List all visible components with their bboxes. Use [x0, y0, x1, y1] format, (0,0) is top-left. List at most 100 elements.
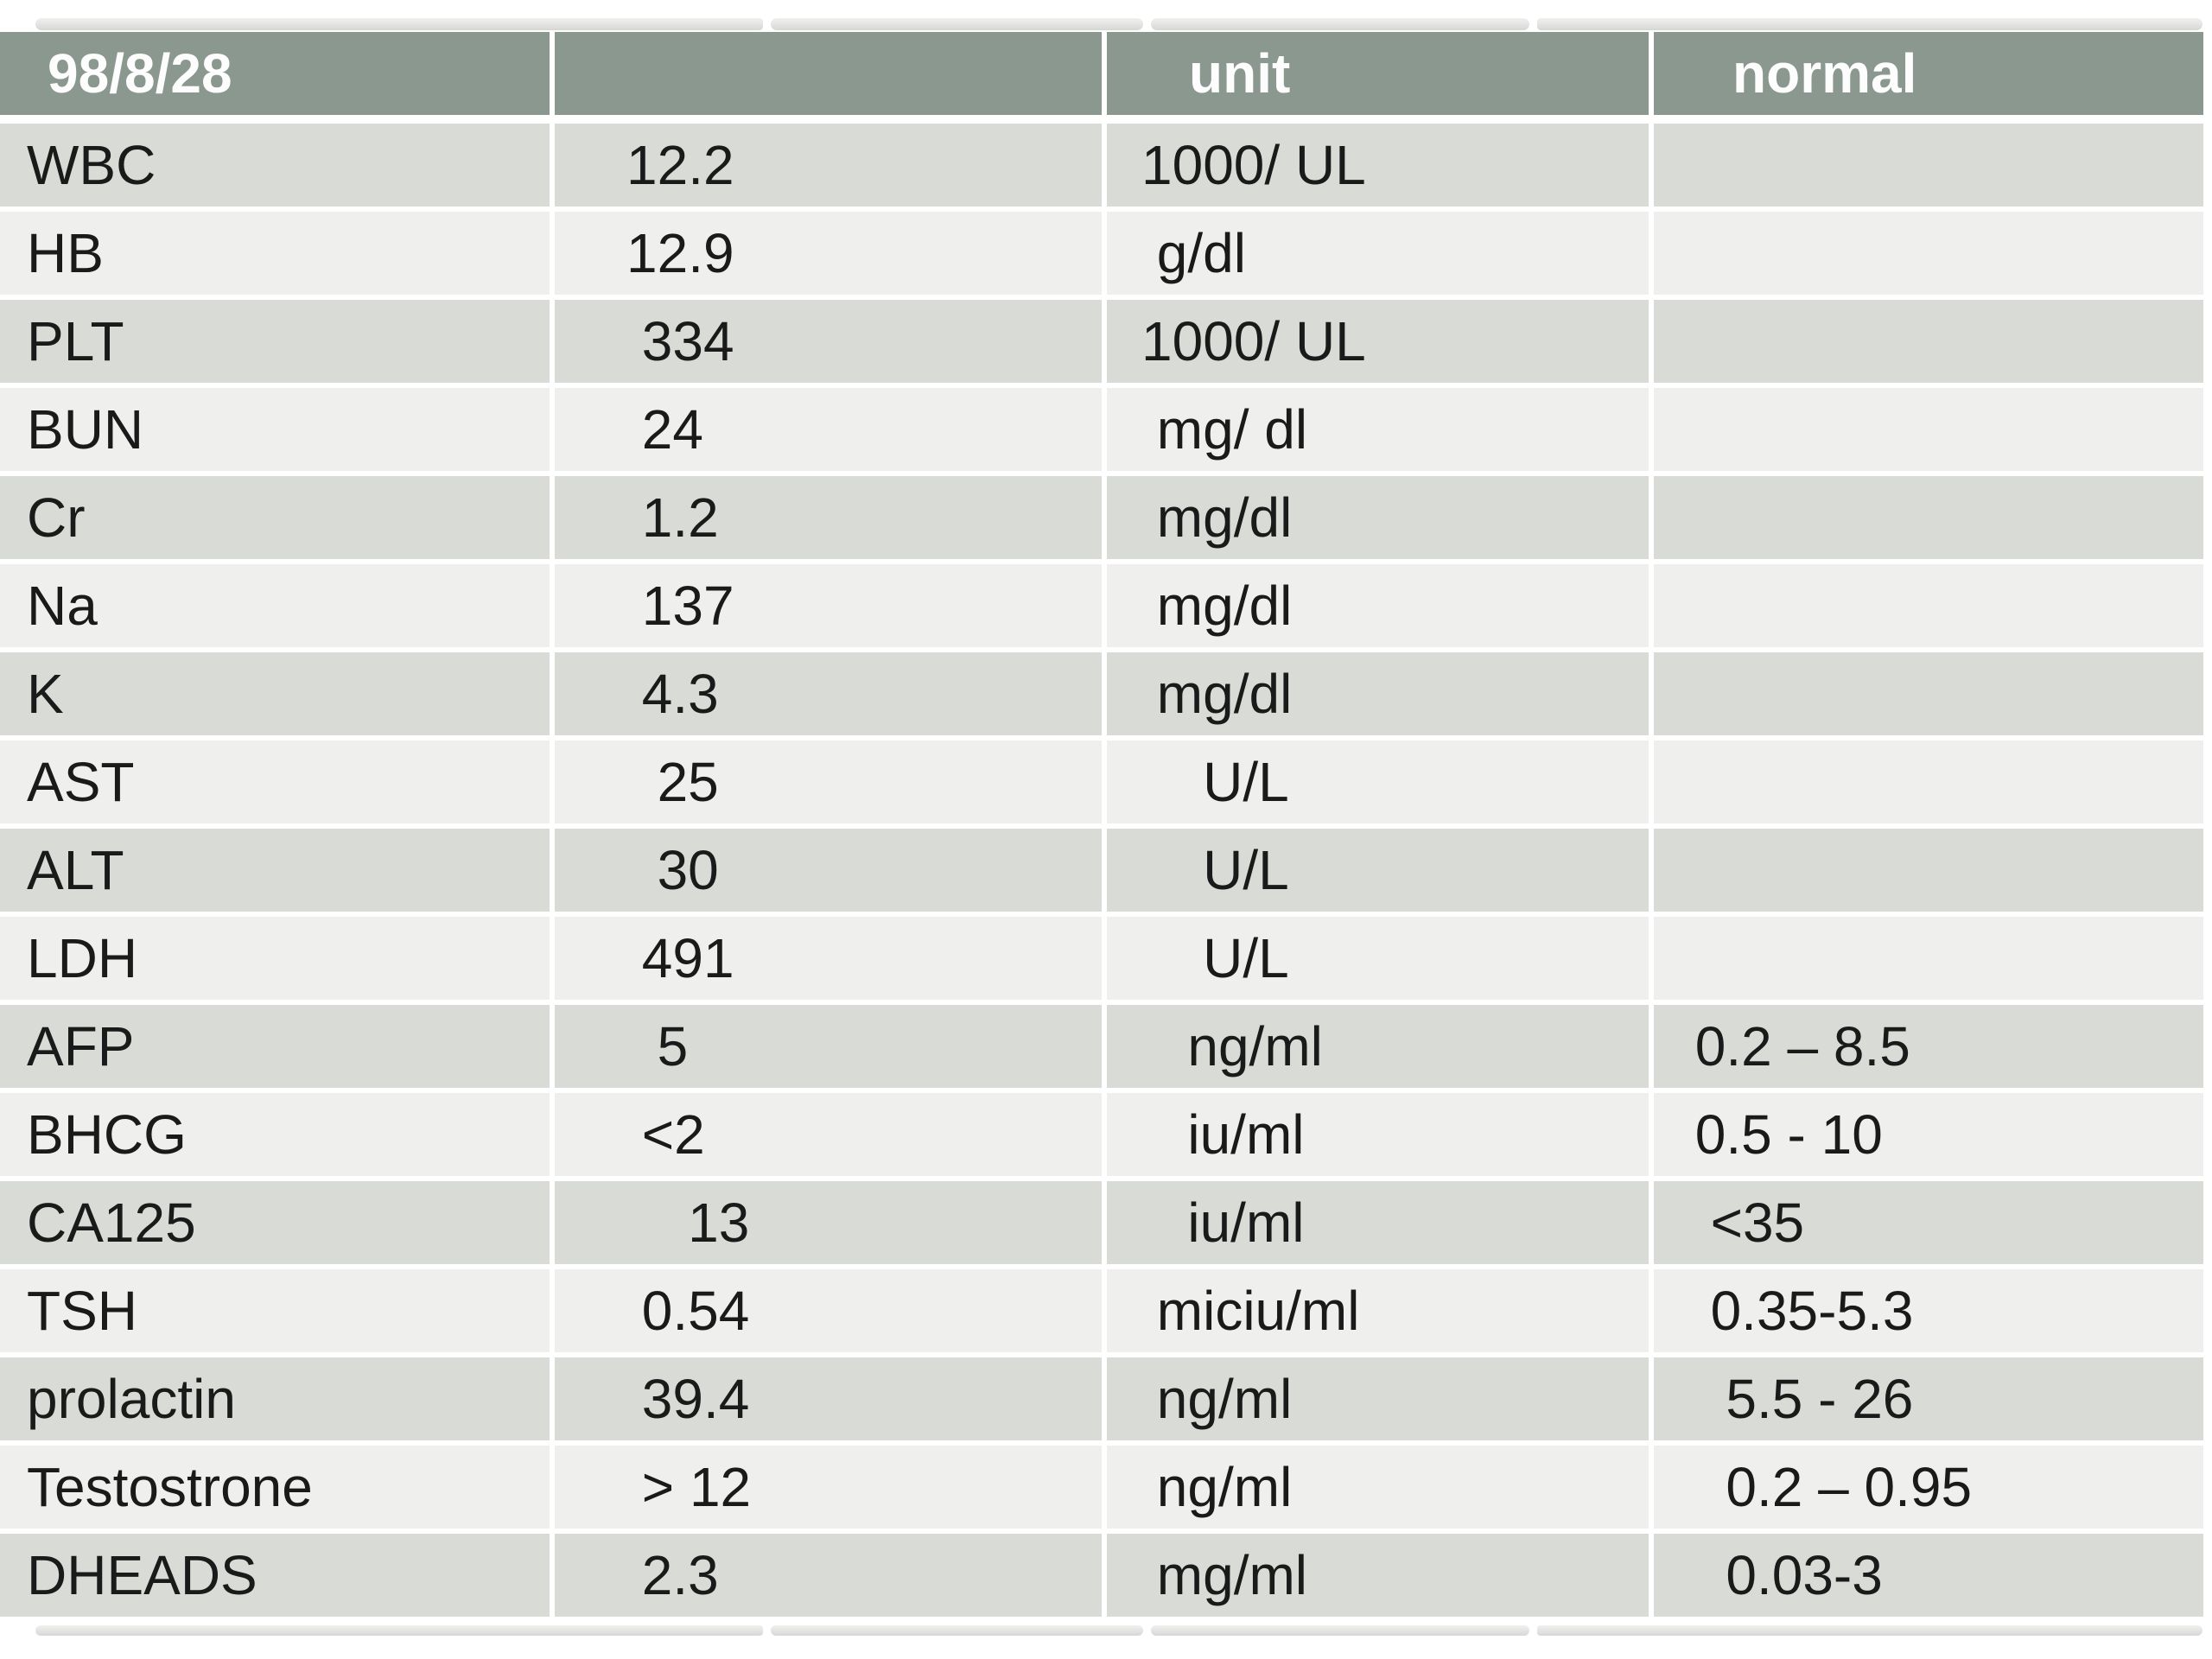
- cell-normal: [1654, 741, 2203, 823]
- header-cell-unit: unit: [1107, 32, 1649, 115]
- cell-test-name: AST: [0, 741, 550, 823]
- table-row: Na 137 mg/dl: [0, 564, 2203, 647]
- cell-test-name: TSH: [0, 1269, 550, 1352]
- edge-segment: [1537, 18, 2202, 30]
- cell-test-name: DHEADS: [0, 1534, 550, 1617]
- cell-value: 30: [555, 829, 1102, 912]
- cell-value: 4.3: [555, 652, 1102, 735]
- cell-normal: 0.03-3: [1654, 1534, 2203, 1617]
- table-row: Cr 1.2 mg/dl: [0, 476, 2203, 559]
- cell-unit: ng/ml: [1107, 1005, 1649, 1088]
- cell-value: 137: [555, 564, 1102, 647]
- table-row: CA125 13 iu/ml <35: [0, 1181, 2203, 1264]
- cell-test-name: Testostrone: [0, 1446, 550, 1529]
- cell-value: 12.2: [555, 124, 1102, 207]
- cell-value: 491: [555, 917, 1102, 1000]
- cell-normal: 0.2 – 0.95: [1654, 1446, 2203, 1529]
- table-row: BHCG <2 iu/ml 0.5 - 10: [0, 1093, 2203, 1176]
- cell-test-name: Cr: [0, 476, 550, 559]
- table-row: Testostrone > 12 ng/ml 0.2 – 0.95: [0, 1446, 2203, 1529]
- cell-unit: iu/ml: [1107, 1093, 1649, 1176]
- cell-unit: 1000/ UL: [1107, 124, 1649, 207]
- cell-test-name: HB: [0, 212, 550, 295]
- table-row: AST 25 U/L: [0, 741, 2203, 823]
- cell-normal: [1654, 564, 2203, 647]
- cell-unit: mg/dl: [1107, 476, 1649, 559]
- cell-test-name: WBC: [0, 124, 550, 207]
- cell-unit: mg/ dl: [1107, 388, 1649, 471]
- cell-value: 39.4: [555, 1357, 1102, 1440]
- cell-value: 12.9: [555, 212, 1102, 295]
- cell-normal: [1654, 476, 2203, 559]
- cell-normal: 0.35-5.3: [1654, 1269, 2203, 1352]
- table-row: DHEADS 2.3 mg/ml 0.03-3: [0, 1534, 2203, 1617]
- cell-test-name: K: [0, 652, 550, 735]
- table-row: PLT 334 1000/ UL: [0, 300, 2203, 383]
- table-row: TSH 0.54 miciu/ml 0.35-5.3: [0, 1269, 2203, 1352]
- table-bottom-edge: [35, 1625, 2202, 1636]
- cell-unit: miciu/ml: [1107, 1269, 1649, 1352]
- edge-segment: [1151, 1625, 1529, 1636]
- cell-unit: iu/ml: [1107, 1181, 1649, 1264]
- cell-test-name: prolactin: [0, 1357, 550, 1440]
- table-top-edge: [35, 18, 2202, 30]
- cell-unit: 1000/ UL: [1107, 300, 1649, 383]
- table-row: HB 12.9 g/dl: [0, 212, 2203, 295]
- edge-segment: [35, 1625, 763, 1636]
- table-row: prolactin 39.4 ng/ml 5.5 - 26: [0, 1357, 2203, 1440]
- header-cell-normal: normal: [1654, 32, 2203, 115]
- cell-normal: [1654, 652, 2203, 735]
- header-cell-result: [555, 32, 1102, 115]
- edge-segment: [1151, 18, 1529, 30]
- cell-normal: [1654, 212, 2203, 295]
- cell-value: 0.54: [555, 1269, 1102, 1352]
- cell-test-name: ALT: [0, 829, 550, 912]
- cell-normal: <35: [1654, 1181, 2203, 1264]
- table-row: ALT 30 U/L: [0, 829, 2203, 912]
- cell-unit: U/L: [1107, 829, 1649, 912]
- cell-value: 5: [555, 1005, 1102, 1088]
- cell-value: 2.3: [555, 1534, 1102, 1617]
- cell-unit: U/L: [1107, 917, 1649, 1000]
- cell-unit: ng/ml: [1107, 1357, 1649, 1440]
- table-body: WBC 12.2 1000/ UL HB 12.9 g/dl PLT 334 1…: [0, 124, 2203, 1617]
- table-row: WBC 12.2 1000/ UL: [0, 124, 2203, 207]
- table-row: K 4.3 mg/dl: [0, 652, 2203, 735]
- cell-test-name: PLT: [0, 300, 550, 383]
- cell-unit: g/dl: [1107, 212, 1649, 295]
- cell-value: 1.2: [555, 476, 1102, 559]
- cell-normal: [1654, 124, 2203, 207]
- cell-unit: mg/ml: [1107, 1534, 1649, 1617]
- cell-unit: mg/dl: [1107, 652, 1649, 735]
- cell-normal: 5.5 - 26: [1654, 1357, 2203, 1440]
- cell-normal: 0.2 – 8.5: [1654, 1005, 2203, 1088]
- cell-value: > 12: [555, 1446, 1102, 1529]
- edge-segment: [1537, 1625, 2202, 1636]
- edge-segment: [771, 18, 1143, 30]
- table-row: LDH 491 U/L: [0, 917, 2203, 1000]
- cell-value: <2: [555, 1093, 1102, 1176]
- cell-normal: [1654, 917, 2203, 1000]
- cell-value: 24: [555, 388, 1102, 471]
- cell-unit: ng/ml: [1107, 1446, 1649, 1529]
- lab-results-table: 98/8/28 unit normal WBC 12.2 1000/ UL HB…: [0, 32, 2203, 1617]
- cell-normal: [1654, 829, 2203, 912]
- header-cell-date: 98/8/28: [0, 32, 550, 115]
- cell-unit: U/L: [1107, 741, 1649, 823]
- cell-normal: 0.5 - 10: [1654, 1093, 2203, 1176]
- table-row: BUN 24 mg/ dl: [0, 388, 2203, 471]
- cell-test-name: BHCG: [0, 1093, 550, 1176]
- cell-test-name: CA125: [0, 1181, 550, 1264]
- edge-segment: [771, 1625, 1143, 1636]
- cell-normal: [1654, 388, 2203, 471]
- table-header-row: 98/8/28 unit normal: [0, 32, 2203, 115]
- cell-test-name: BUN: [0, 388, 550, 471]
- edge-segment: [35, 18, 763, 30]
- cell-test-name: AFP: [0, 1005, 550, 1088]
- table-row: AFP 5 ng/ml 0.2 – 8.5: [0, 1005, 2203, 1088]
- cell-test-name: Na: [0, 564, 550, 647]
- cell-unit: mg/dl: [1107, 564, 1649, 647]
- cell-test-name: LDH: [0, 917, 550, 1000]
- cell-normal: [1654, 300, 2203, 383]
